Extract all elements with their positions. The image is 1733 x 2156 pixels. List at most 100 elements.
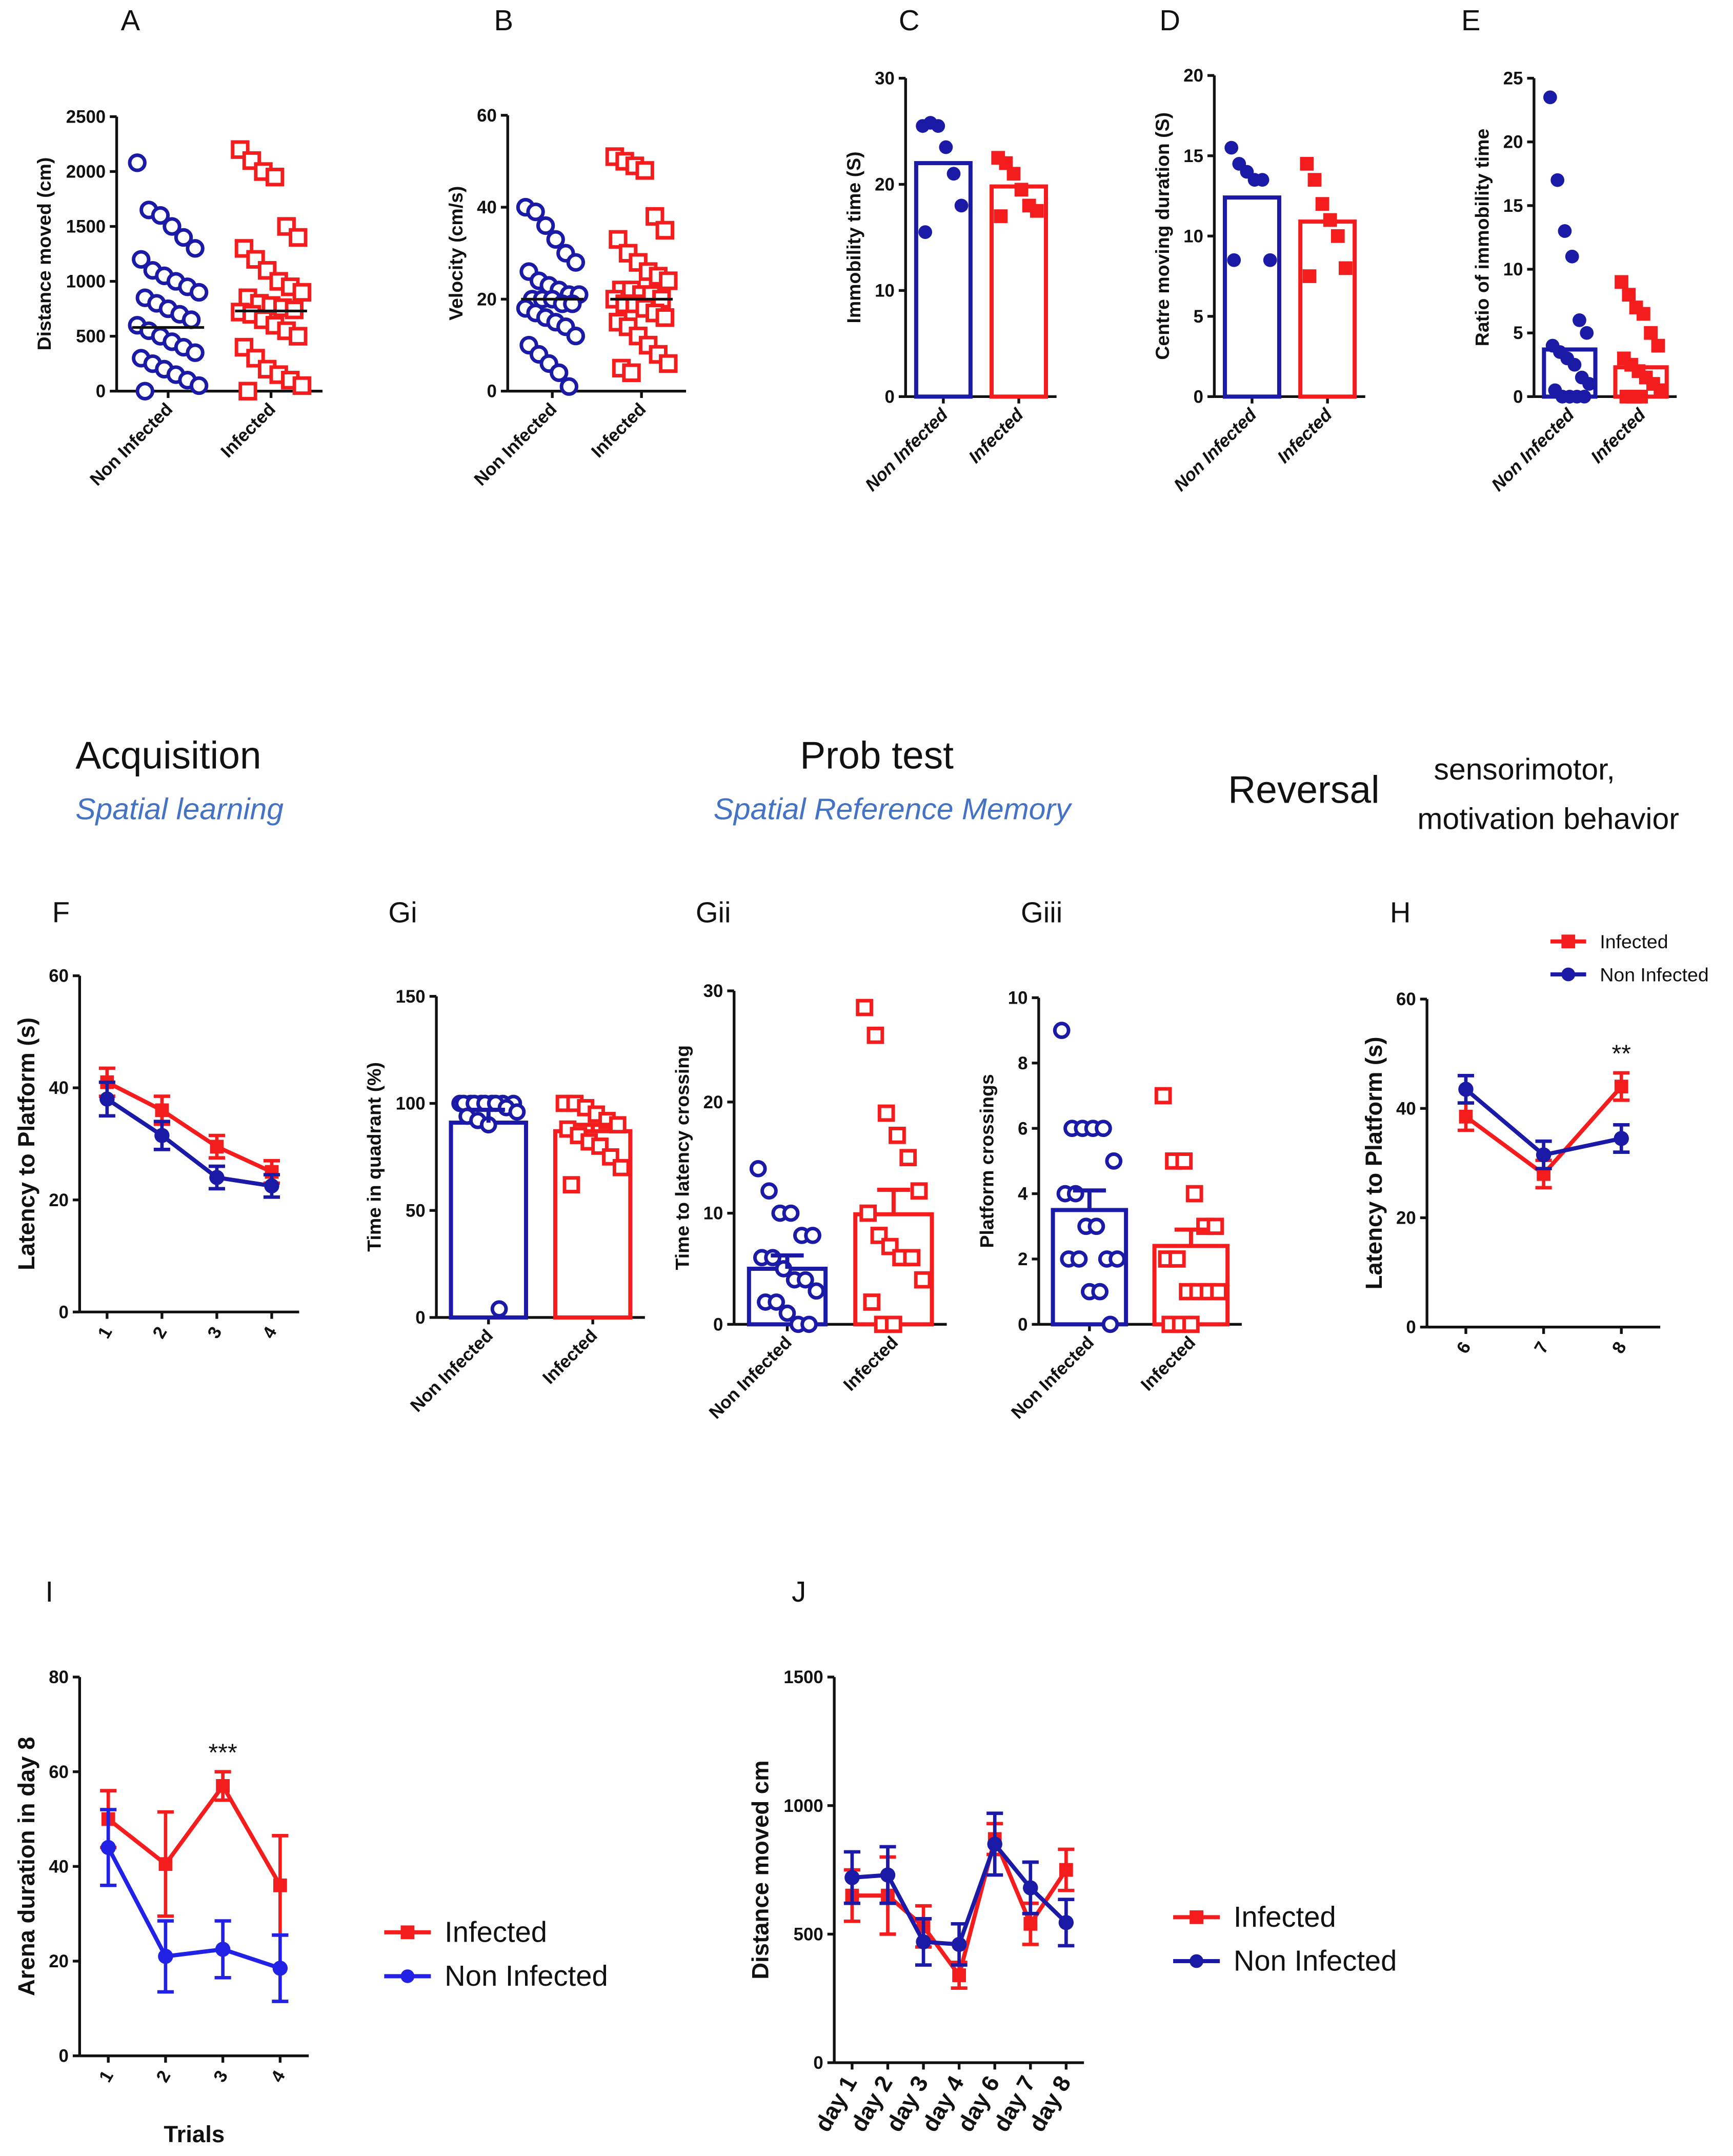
marker: [490, 1300, 508, 1318]
marker: [1331, 229, 1345, 243]
y-tick-label: 20: [49, 1191, 69, 1210]
marker: [918, 225, 933, 239]
y-tick-label: 8: [1018, 1054, 1027, 1073]
marker: [1091, 1283, 1109, 1301]
legend-label: Infected: [1600, 931, 1668, 952]
y-axis-label: Arena duration in day 8: [13, 1737, 39, 1996]
marker: [1543, 90, 1557, 105]
marker: [1263, 253, 1277, 267]
y-tick-label: 40: [49, 1079, 69, 1098]
marker: [931, 119, 945, 133]
marker: [186, 343, 205, 362]
marker: [916, 1934, 931, 1950]
marker: [884, 1315, 902, 1333]
marker: [1614, 1131, 1629, 1146]
y-tick-label: 60: [477, 106, 497, 126]
marker: [99, 1091, 115, 1107]
marker: [210, 1140, 224, 1154]
section-title: Reversal: [1228, 768, 1380, 811]
y-tick-label: 2: [1018, 1250, 1027, 1269]
marker: [804, 1227, 821, 1244]
y-tick-label: 0: [813, 2053, 823, 2073]
y-tick-label: 0: [1194, 387, 1203, 407]
y-tick-label: 0: [1018, 1315, 1027, 1334]
marker: [914, 1271, 932, 1289]
y-tick-label: 25: [1503, 69, 1523, 89]
marker: [954, 198, 969, 213]
y-tick-label: 10: [1008, 988, 1028, 1008]
marker: [910, 1182, 928, 1200]
marker: [1615, 275, 1628, 289]
y-tick-label: 20: [703, 1093, 723, 1112]
marker: [135, 382, 154, 401]
marker: [158, 1857, 173, 1871]
y-axis-label: Latency to Platform (s): [13, 1017, 39, 1270]
error-bar: [472, 1108, 505, 1123]
marker: [1582, 377, 1596, 391]
y-tick-label: 40: [1396, 1099, 1416, 1119]
marker: [562, 1176, 580, 1193]
y-tick-label: 10: [703, 1204, 723, 1224]
panel-label: E: [1461, 4, 1480, 36]
y-axis-label: Velocity (cm/s): [445, 186, 467, 321]
panel-label: I: [45, 1575, 53, 1608]
marker: [1622, 288, 1636, 302]
marker: [863, 1293, 881, 1311]
marker: [289, 327, 308, 346]
marker: [292, 376, 312, 395]
marker: [1323, 213, 1337, 227]
y-tick-label: 60: [1396, 990, 1416, 1009]
y-tick-label: 2000: [66, 163, 106, 182]
marker: [877, 1104, 895, 1122]
marker: [778, 1304, 796, 1322]
marker: [1224, 141, 1239, 155]
panel-label: A: [121, 4, 140, 36]
marker: [856, 999, 873, 1016]
marker: [289, 228, 308, 247]
section-title: sensorimotor,: [1434, 753, 1615, 786]
y-tick-label: 30: [703, 982, 723, 1001]
bar: [1298, 219, 1357, 399]
y-tick-label: 15: [1183, 147, 1203, 166]
marker: [1182, 1315, 1200, 1333]
marker: [808, 1282, 825, 1300]
marker: [994, 209, 1008, 223]
y-axis-label: Ratio of immobility time: [1472, 129, 1493, 347]
line: [107, 1782, 282, 1887]
marker: [154, 1128, 170, 1143]
marker: [1070, 1250, 1088, 1268]
y-tick-label: 20: [1503, 133, 1523, 152]
marker: [1030, 204, 1044, 218]
y-tick-label: 2500: [66, 108, 106, 127]
y-tick-label: 500: [76, 327, 106, 347]
y-tick-label: 10: [1503, 260, 1523, 280]
error-bar: [771, 1253, 804, 1269]
y-tick-label: 5: [1194, 307, 1203, 327]
marker: [1109, 1250, 1126, 1268]
marker: [1634, 389, 1648, 404]
marker: [1087, 1217, 1105, 1235]
marker: [566, 253, 586, 272]
marker: [800, 1315, 818, 1333]
marker: [899, 1149, 917, 1167]
error-bar: [877, 1188, 910, 1214]
panel-label: F: [52, 896, 70, 928]
y-axis-label: Time to latency crossing: [671, 1045, 693, 1270]
marker: [1101, 1315, 1119, 1333]
marker: [1206, 1217, 1224, 1235]
panel-label: Giii: [1021, 896, 1062, 928]
marker: [566, 326, 586, 346]
y-tick-label: 1500: [783, 1668, 823, 1687]
marker: [508, 1103, 526, 1121]
marker: [238, 382, 257, 401]
legend-label: Infected: [445, 1916, 547, 1948]
y-tick-label: 0: [1406, 1318, 1416, 1337]
section-subtitle: Spatial learning: [75, 793, 284, 826]
panel-label: H: [1390, 896, 1411, 928]
marker: [189, 283, 209, 302]
panel-label: J: [792, 1575, 806, 1608]
marker: [1636, 307, 1650, 321]
marker: [1210, 1283, 1227, 1301]
marker: [1014, 183, 1029, 197]
